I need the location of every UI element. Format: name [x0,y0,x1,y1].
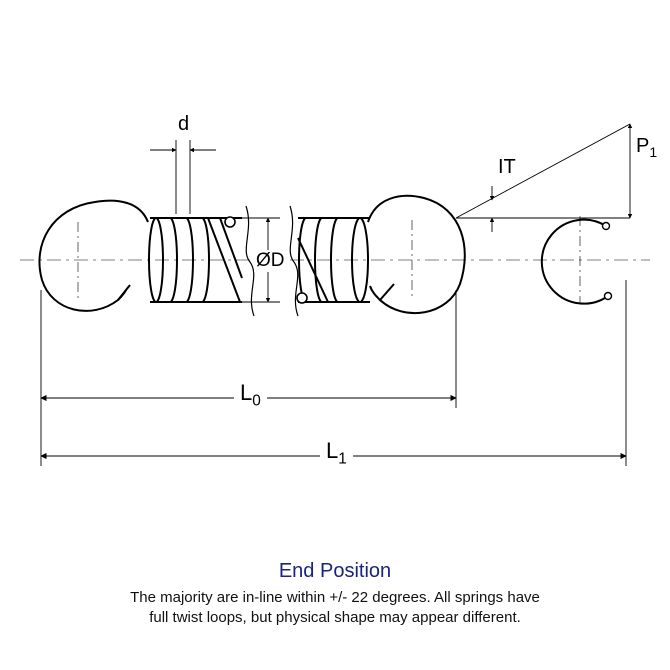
label-IT: IT [498,156,516,179]
label-d: d [178,113,189,136]
left-end-loop [39,201,148,311]
dim-d [150,140,216,214]
left-coil-block [149,217,242,302]
right-end-loop [368,196,465,313]
dim-IT [456,124,630,232]
label-P1: P1 [636,135,657,160]
caption-body: The majority are in-line within +/- 22 d… [0,588,670,629]
caption-title: End Position [0,560,670,583]
label-L0: L0 [234,380,267,410]
diagram-canvas: d IT P1 ØD L0 L1 End Position The majori… [0,0,670,670]
label-OD: ØD [254,250,287,272]
label-L1: L1 [320,438,353,468]
right-coil-block [297,218,370,303]
